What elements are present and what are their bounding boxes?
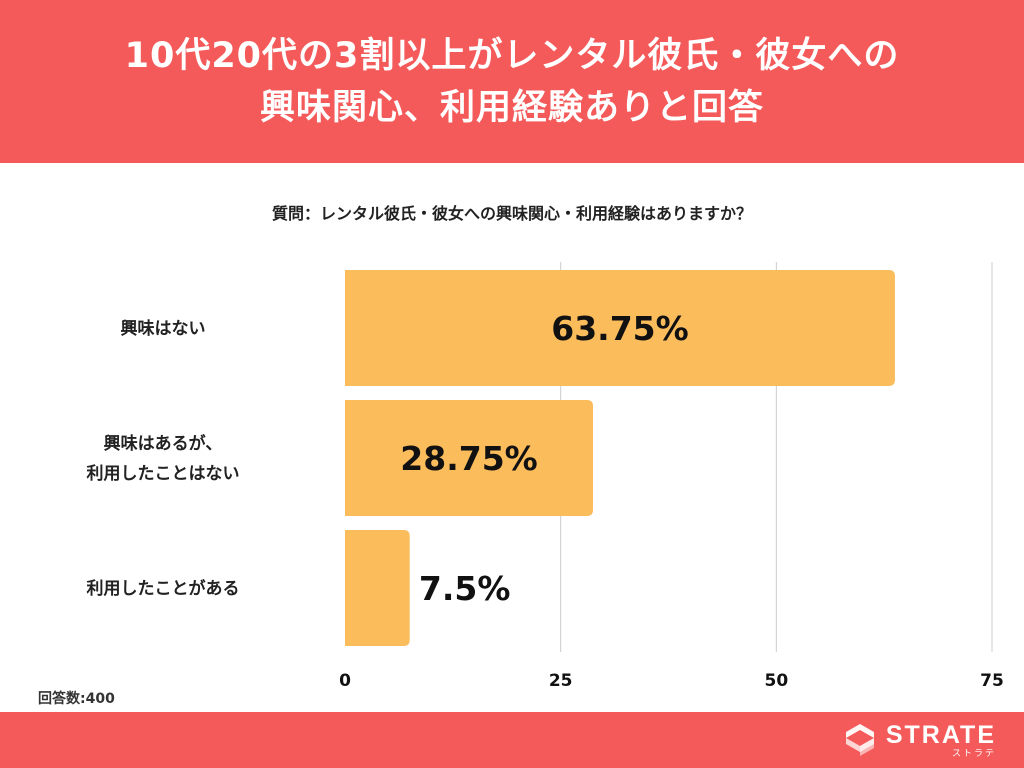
category-label: 興味はあるが、: [104, 433, 223, 454]
survey-question: 質問：レンタル彼氏・彼女への興味関心・利用経験はありますか？: [271, 204, 752, 223]
bar: [345, 400, 594, 516]
bar: [345, 530, 410, 646]
bar-chart: 0 25 50 75 63.75% 興味はない 28.75% 興味はあるが、利用したことはない…: [87, 262, 1004, 691]
strate-logo: STRATE ストラテ: [842, 720, 996, 760]
x-tick-label: 25: [549, 671, 573, 691]
logo-subtext: ストラテ: [951, 749, 996, 759]
bar-value-label: 28.75%: [400, 439, 537, 478]
x-tick-label: 0: [339, 671, 351, 691]
category-label: 利用したことがある: [87, 578, 240, 599]
strate-logo-icon: [845, 724, 874, 756]
title-banner: 10代20代の3割以上がレンタル彼氏・彼女への 興味関心、利用経験ありと回答: [0, 0, 1024, 163]
x-tick-label: 50: [764, 671, 788, 691]
title-line-2: 興味関心、利用経験ありと回答: [259, 87, 764, 128]
category-label: 興味はない: [121, 318, 206, 339]
sample-size: 回答数:400: [38, 691, 115, 707]
bar-value-label: 63.75%: [551, 309, 688, 348]
footer-bar: STRATE ストラテ: [0, 712, 1024, 768]
title-line-1: 10代20代の3割以上がレンタル彼氏・彼女への: [124, 35, 900, 76]
x-tick-label: 75: [980, 671, 1004, 691]
logo-wordmark: STRATE: [885, 721, 996, 749]
bar: [345, 270, 895, 386]
bar-value-label: 7.5%: [419, 569, 511, 608]
category-label: 利用したことはない: [87, 463, 240, 484]
